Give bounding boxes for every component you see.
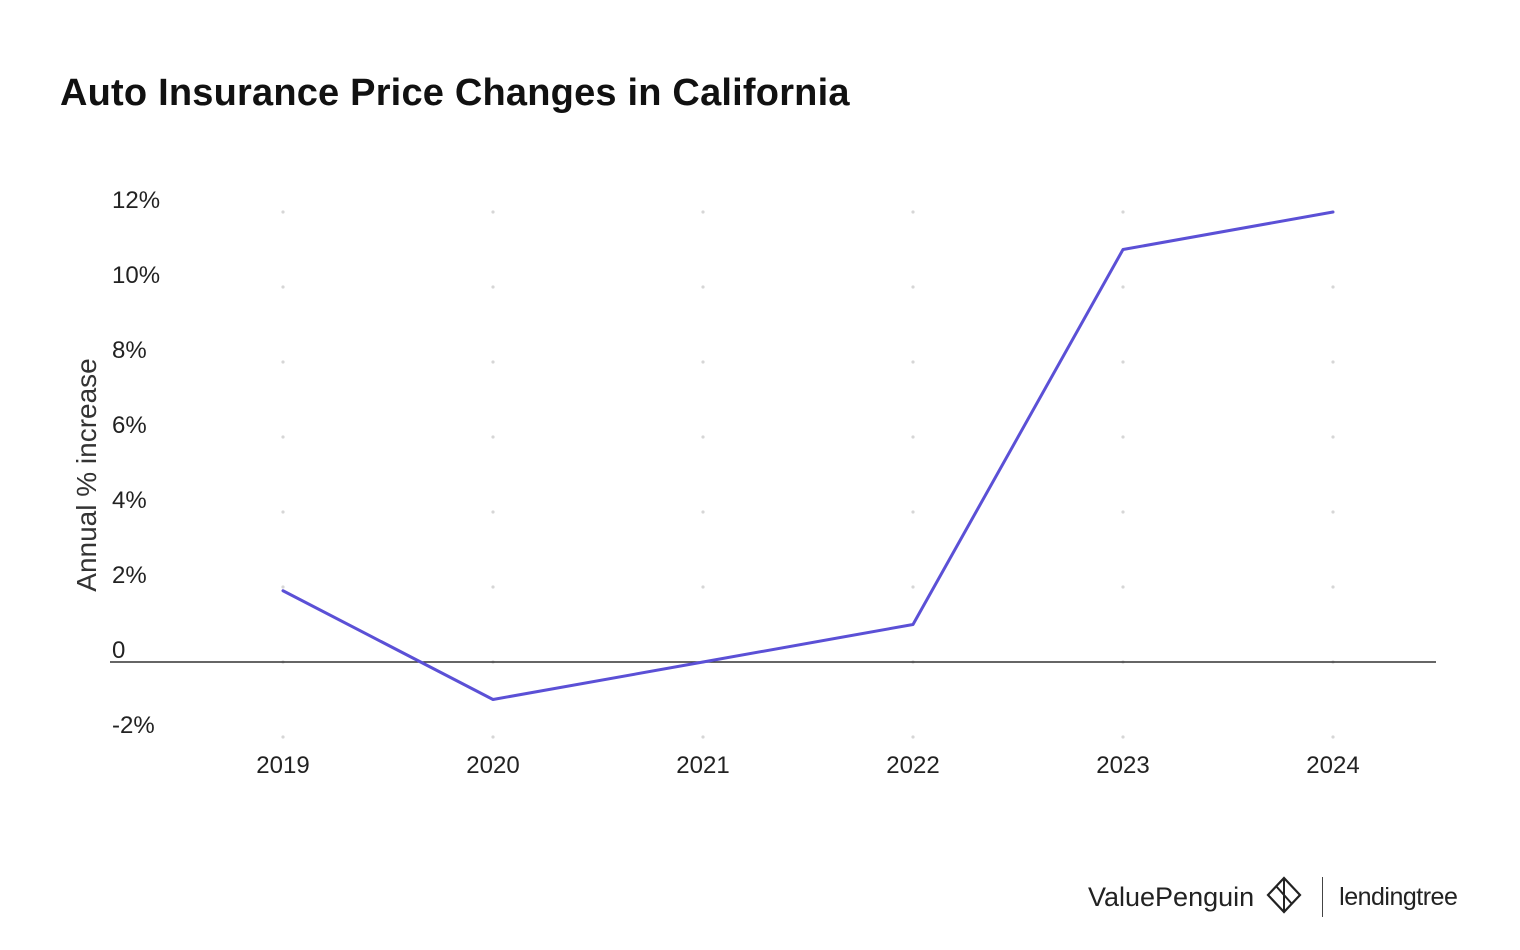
grid-dot <box>281 210 285 214</box>
grid-dot <box>701 735 705 739</box>
grid-dot <box>281 435 285 439</box>
x-tick-label: 2019 <box>256 752 309 779</box>
valuepenguin-wordmark: ValuePenguin <box>1088 881 1255 912</box>
grid-dot <box>491 360 495 364</box>
grid-dot <box>911 435 915 439</box>
grid-layer <box>281 210 1335 739</box>
grid-dot <box>1331 510 1335 514</box>
grid-dot <box>701 510 705 514</box>
grid-dot <box>911 210 915 214</box>
y-tick-label: 0 <box>112 637 125 664</box>
series-line <box>281 210 1335 701</box>
grid-dot <box>1331 435 1335 439</box>
grid-dot <box>1121 510 1125 514</box>
y-tick-label: 2% <box>112 562 147 589</box>
grid-dot <box>281 285 285 289</box>
y-tick-label: 6% <box>112 412 147 439</box>
grid-dot <box>911 360 915 364</box>
grid-dot <box>491 285 495 289</box>
grid-dot <box>491 585 495 589</box>
grid-dot <box>1121 435 1125 439</box>
grid-dot <box>1121 360 1125 364</box>
x-tick-label: 2022 <box>886 752 939 779</box>
grid-dot <box>281 585 285 589</box>
grid-dot <box>491 510 495 514</box>
valuepenguin-logo-icon <box>1264 875 1304 920</box>
x-tick-label: 2024 <box>1306 752 1359 779</box>
grid-dot <box>281 735 285 739</box>
x-tick-label: 2020 <box>466 752 519 779</box>
grid-dot <box>1331 360 1335 364</box>
grid-dot <box>701 585 705 589</box>
grid-dot <box>281 510 285 514</box>
grid-dot <box>491 735 495 739</box>
grid-dot <box>911 585 915 589</box>
grid-dot <box>1121 735 1125 739</box>
x-tick-label: 2021 <box>676 752 729 779</box>
y-tick-label: -2% <box>112 712 155 739</box>
grid-dot <box>1331 285 1335 289</box>
chart-title: Auto Insurance Price Changes in Californ… <box>60 72 850 114</box>
lendingtree-wordmark: lendingtree <box>1339 882 1458 911</box>
y-axis-ticks: 12% 10% 8% 6% 4% 2% 0 -2% <box>112 187 160 739</box>
y-axis-title: Annual % increase <box>71 358 102 591</box>
grid-dot <box>701 285 705 289</box>
y-tick-label: 10% <box>112 262 160 289</box>
grid-dot <box>1121 285 1125 289</box>
grid-dot <box>701 360 705 364</box>
grid-dot <box>1121 585 1125 589</box>
grid-dot <box>1331 585 1335 589</box>
brand-footer: ValuePenguin lendingtree <box>1088 872 1458 922</box>
y-tick-label: 12% <box>112 187 160 214</box>
grid-dot <box>911 510 915 514</box>
grid-dot <box>491 435 495 439</box>
grid-dot <box>701 435 705 439</box>
y-tick-label: 4% <box>112 487 147 514</box>
y-tick-label: 8% <box>112 337 147 364</box>
grid-dot <box>911 735 915 739</box>
grid-dot <box>911 285 915 289</box>
grid-dot <box>1331 735 1335 739</box>
grid-dot <box>281 360 285 364</box>
series-layer <box>281 210 1335 701</box>
brand-divider <box>1322 877 1324 917</box>
grid-dot <box>701 210 705 214</box>
x-tick-label: 2023 <box>1096 752 1149 779</box>
x-axis-ticks: 2019 2020 2021 2022 2023 2024 <box>256 752 1359 779</box>
grid-dot <box>1121 210 1125 214</box>
grid-dot <box>491 210 495 214</box>
